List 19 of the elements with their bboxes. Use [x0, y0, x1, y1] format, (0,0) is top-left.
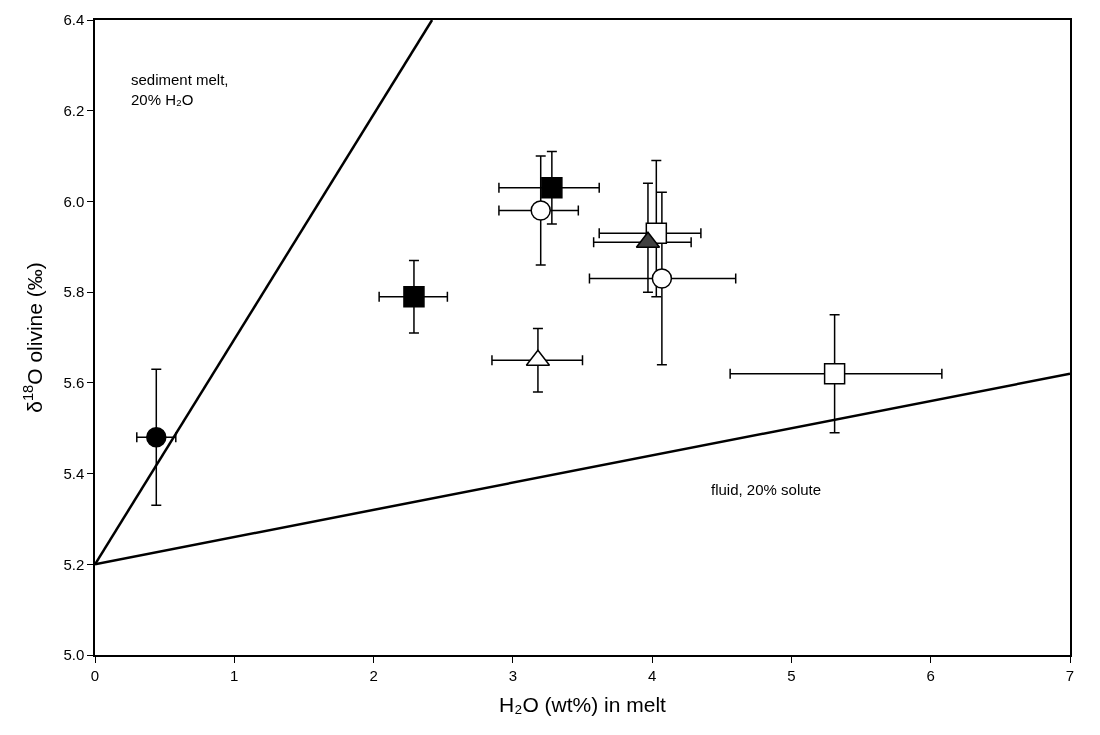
y-tick-label: 5.4	[63, 464, 85, 482]
y-tick-label: 6.0	[63, 192, 85, 210]
x-tick-label: 4	[647, 666, 657, 684]
y-tick-label: 5.0	[63, 646, 85, 664]
x-axis-title: H₂O (wt%) in melt	[499, 693, 667, 717]
y-tick-label: 5.2	[63, 555, 85, 573]
annotation: sediment melt, 20% H₂O	[131, 71, 229, 108]
x-tick-label: 3	[508, 666, 518, 684]
x-tick-label: 2	[369, 666, 378, 684]
y-tick-label: 6.2	[63, 101, 85, 119]
annotation: fluid, 20% solute	[711, 481, 822, 498]
x-tick-label: 6	[926, 666, 935, 684]
y-tick-label: 5.6	[63, 374, 85, 392]
x-tick-label: 5	[787, 666, 796, 684]
x-tick-label: 1	[230, 666, 239, 684]
y-tick-label: 6.4	[63, 11, 85, 29]
x-tick-label: 7	[1065, 666, 1075, 684]
y-tick-label: 5.8	[63, 283, 85, 301]
x-tick-label: 0	[90, 666, 100, 684]
